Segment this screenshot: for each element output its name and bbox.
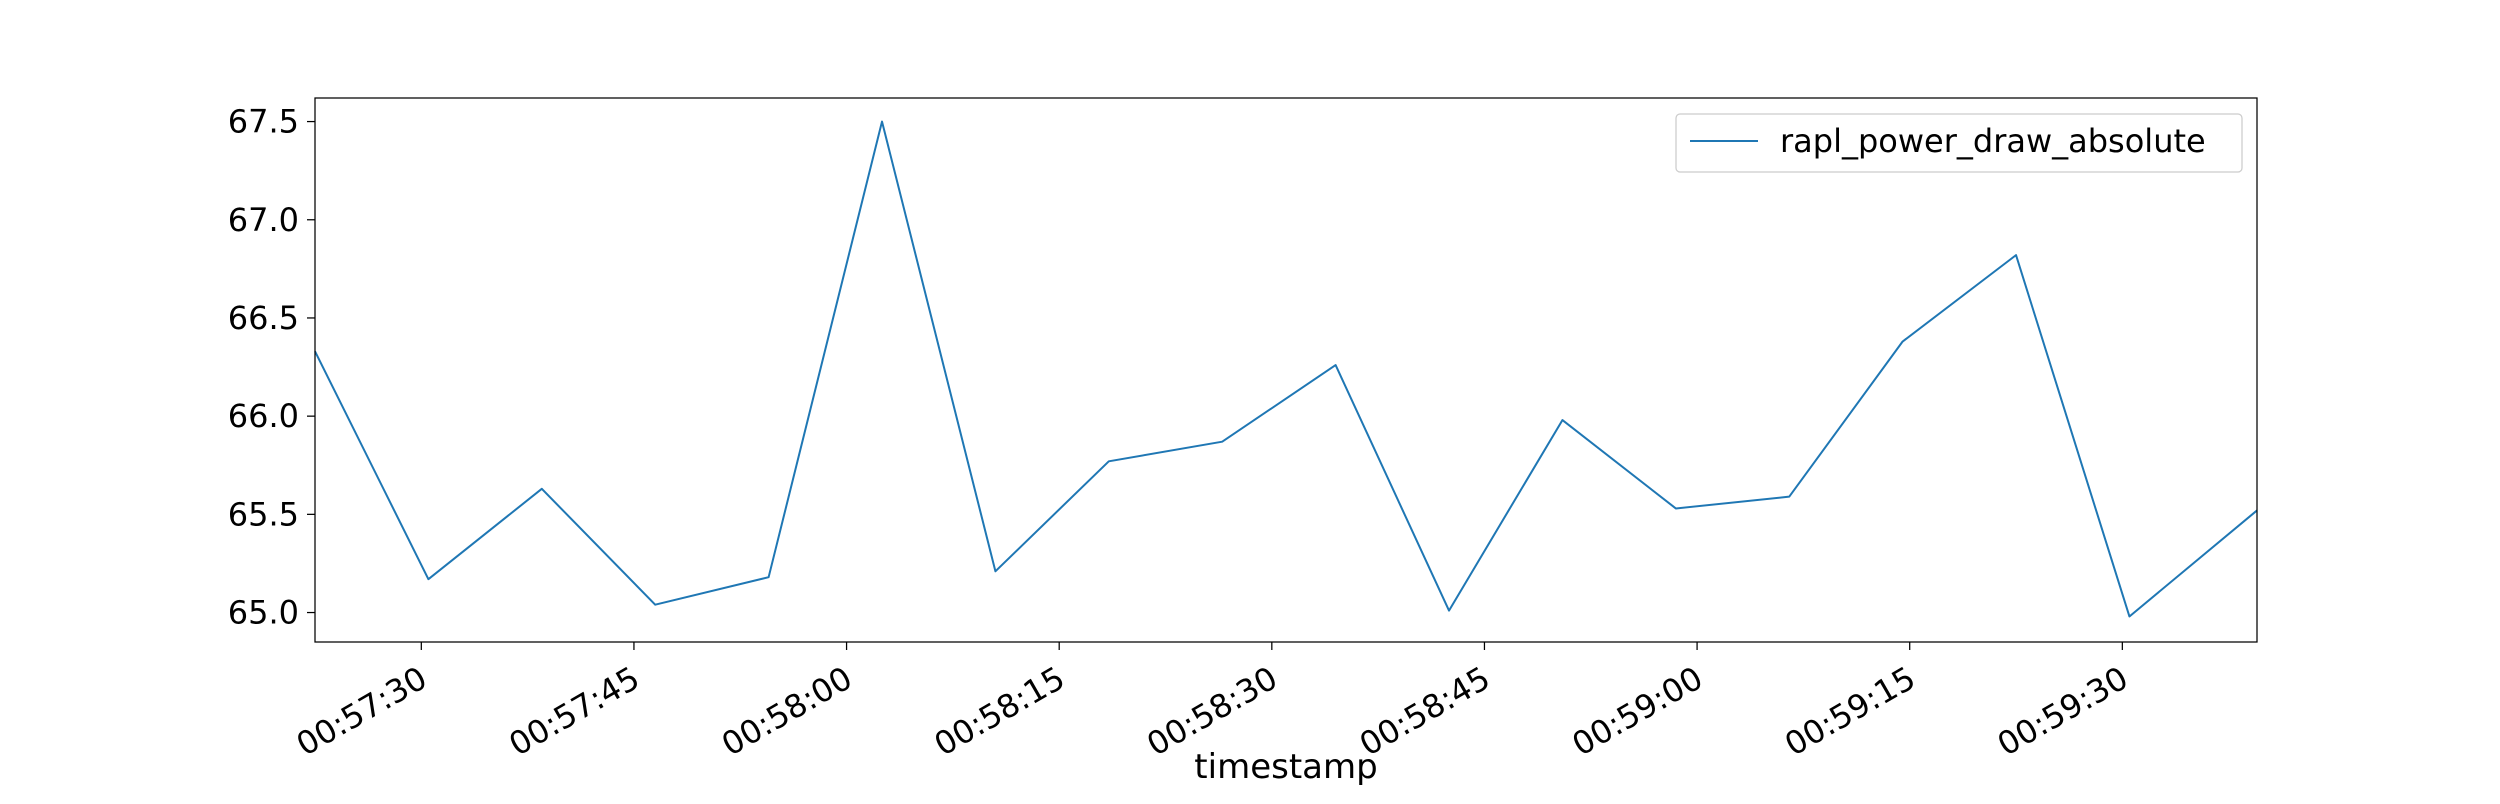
plot-frame <box>314 97 2258 643</box>
y-tick-label: 67.5 <box>228 103 299 141</box>
y-tick-label: 66.0 <box>228 397 299 435</box>
axis-layer: 65.0 65.5 66.0 66.5 67.0 67.5 00:57:30 00:57:45… <box>228 103 2135 764</box>
x-tick-label: 00:59:30 <box>1991 659 2134 764</box>
x-tick-label: 00:58:00 <box>715 659 858 764</box>
legend-box <box>1675 113 2243 173</box>
plot-layer <box>314 120 2258 618</box>
x-tick-label: 00:57:30 <box>290 659 433 764</box>
x-tick-label: 00:58:15 <box>928 659 1071 764</box>
y-tick-label: 65.5 <box>228 495 299 533</box>
y-tick-label: 66.5 <box>228 299 299 337</box>
y-tick-label: 65.0 <box>228 594 299 632</box>
legend: rapl_power_draw_absolute <box>1675 113 2243 173</box>
x-axis-title: timestamp <box>1194 747 1377 787</box>
series-line-0 <box>314 120 2258 618</box>
legend-label: rapl_power_draw_absolute <box>1780 122 2206 160</box>
y-tick-label: 67.0 <box>228 201 299 239</box>
x-tick-label: 00:59:00 <box>1566 659 1709 764</box>
x-tick-label: 00:57:45 <box>502 659 645 764</box>
x-tick-label: 00:59:15 <box>1778 659 1921 764</box>
